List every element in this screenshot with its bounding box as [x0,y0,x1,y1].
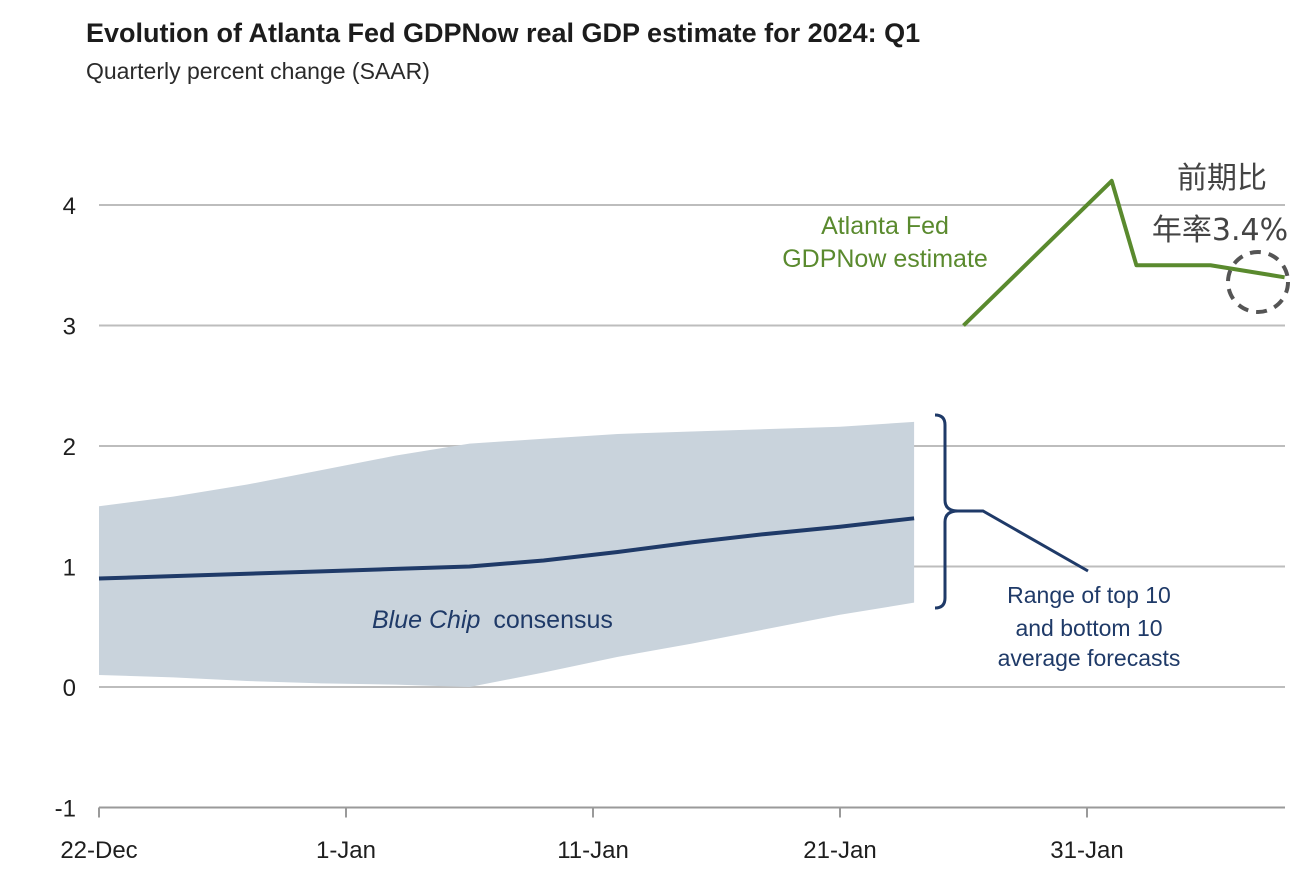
bluechip-label-italic: Blue Chip [372,606,480,634]
x-tick-label: 31-Jan [1050,837,1123,864]
latest-value-highlight-circle [1226,250,1290,314]
series-layer [98,178,1285,581]
range-label-line1: Range of top 10 [1007,582,1171,608]
y-tick-label: 4 [63,193,76,220]
y-tick-label: 0 [63,675,76,702]
gdpnow-series-line [962,178,1285,327]
x-axis-ticks: 22-Dec 1-Jan 11-Jan 21-Jan 31-Jan [60,807,1124,864]
y-tick-label: 1 [63,555,76,582]
range-bracket [934,413,959,610]
range-leader-line [958,509,1089,573]
x-tick-label: 1-Jan [316,837,376,864]
bluechip-label-rest: consensus [493,606,613,634]
chart-subtitle: Quarterly percent change (SAAR) [86,58,430,84]
y-tick-label: -1 [55,796,76,823]
y-tick-label: 3 [63,314,76,341]
gdpnow-label-line2: GDPNow estimate [782,245,988,273]
y-axis-ticks: 4 3 2 1 0 -1 [55,193,76,823]
bluechip-series-line [98,516,915,581]
chart-title: Evolution of Atlanta Fed GDPNow real GDP… [86,18,921,48]
bluechip-label: Blue Chip consensus [372,606,613,634]
jp-annotation-line1: 前期比 [1177,161,1267,196]
gdpnow-label-line1: Atlanta Fed [821,212,949,240]
range-label-line2: and bottom 10 [1015,615,1162,641]
x-tick-label: 22-Dec [60,837,137,864]
y-tick-label: 2 [63,434,76,461]
range-label-line3: average forecasts [998,645,1181,671]
x-tick-label: 21-Jan [803,837,876,864]
x-tick-label: 11-Jan [557,837,629,864]
forecast-range-band-layer [99,421,915,687]
forecast-range-band [99,421,915,687]
jp-annotation-line2: 年率3.4% [1152,213,1288,248]
